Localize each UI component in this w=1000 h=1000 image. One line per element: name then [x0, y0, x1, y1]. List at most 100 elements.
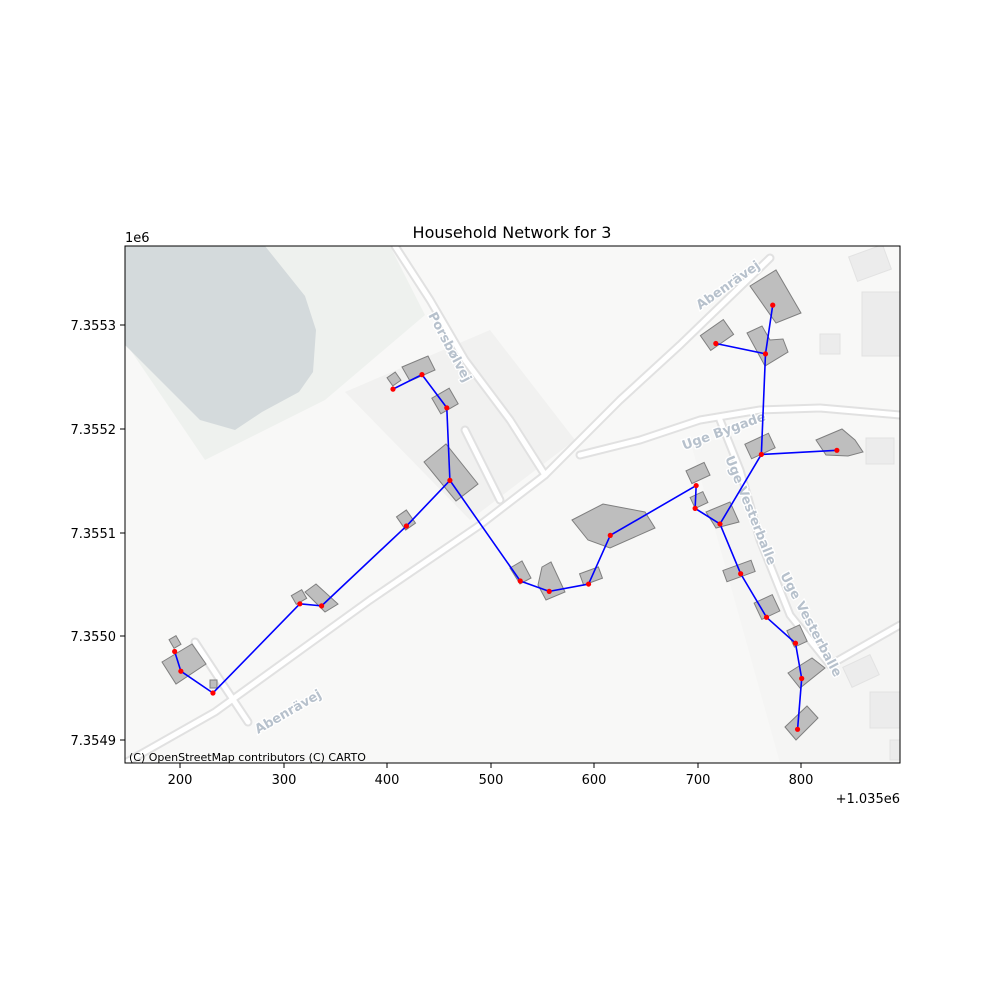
household-node — [713, 340, 719, 347]
network-edge — [764, 304, 774, 354]
x-tick-label: 400 — [375, 773, 400, 788]
building — [290, 588, 308, 606]
network-edge — [694, 507, 721, 525]
network-edge — [212, 603, 301, 694]
x-tick: 600 — [582, 763, 607, 788]
x-tick-label: 700 — [686, 773, 711, 788]
x-offset-label: +1.035e6 — [836, 792, 900, 807]
household-node — [178, 668, 184, 674]
household-node — [762, 351, 769, 357]
household-node — [447, 477, 453, 483]
x-tick: 200 — [168, 763, 193, 788]
land-area — [690, 440, 900, 763]
map-area: Porsbølvej Abenrävej Abenrävej Uge Bygad… — [125, 246, 900, 763]
network-edge — [519, 580, 550, 593]
building — [787, 657, 826, 689]
building — [401, 355, 436, 382]
building — [209, 679, 218, 689]
network-edge — [405, 479, 451, 527]
building — [578, 566, 604, 586]
household-node — [546, 588, 552, 594]
chart-title: Household Network for 3 — [413, 223, 612, 242]
basemap-buildings — [819, 246, 900, 761]
x-tick: 500 — [479, 763, 504, 788]
household-node — [419, 372, 425, 378]
x-tick: 700 — [686, 763, 711, 788]
y-tick-label: 7.3549 — [71, 734, 117, 749]
building — [161, 643, 207, 685]
household-node — [585, 581, 592, 587]
y-tick: 7.3552 — [71, 423, 125, 438]
household-node — [297, 601, 303, 607]
network-edges — [173, 304, 837, 730]
household-node — [717, 521, 723, 527]
network-edge — [299, 603, 322, 607]
network-edge — [694, 485, 697, 509]
network-edge — [449, 479, 521, 582]
household-node — [403, 523, 410, 529]
x-tick-label: 300 — [272, 773, 297, 788]
network-edge — [321, 525, 407, 607]
network-edge — [719, 523, 742, 575]
building — [753, 593, 781, 621]
building — [386, 371, 402, 387]
building — [705, 501, 740, 529]
y-tick-label: 7.3550 — [71, 630, 117, 645]
network-nodes — [172, 302, 840, 732]
y-tick-label: 7.3552 — [71, 423, 117, 438]
axes-frame — [124, 245, 901, 764]
building — [699, 318, 735, 352]
household-node — [390, 386, 396, 392]
household-node — [794, 726, 801, 732]
network-edge — [173, 651, 182, 672]
x-tick-label: 200 — [168, 773, 193, 788]
building — [423, 443, 479, 502]
household-node — [770, 302, 776, 308]
network-edge — [445, 407, 451, 481]
y-tick: 7.3551 — [71, 527, 125, 542]
x-tick: 400 — [375, 763, 400, 788]
y-tick-label: 7.3551 — [71, 527, 117, 542]
y-scale-label: 1e6 — [125, 231, 150, 246]
household-node — [758, 451, 764, 458]
network-edge — [719, 454, 763, 525]
household-node — [834, 447, 840, 453]
network-edge — [796, 678, 803, 730]
y-tick: 7.3550 — [71, 630, 125, 645]
y-tick-label: 7.3553 — [71, 319, 117, 334]
household-node — [799, 675, 805, 682]
network-edge — [587, 535, 612, 585]
building — [509, 560, 532, 585]
road-network — [125, 246, 900, 763]
network-edge — [549, 583, 589, 593]
building — [431, 387, 459, 415]
y-tick: 7.3549 — [71, 734, 125, 749]
network-edge — [761, 449, 837, 456]
x-tick-label: 500 — [479, 773, 504, 788]
x-tick: 300 — [272, 763, 297, 788]
household-node — [318, 603, 325, 609]
building — [749, 269, 802, 324]
network-edge — [609, 484, 697, 537]
network-edge — [392, 373, 423, 390]
x-tick-label: 600 — [582, 773, 607, 788]
household-node — [517, 578, 523, 584]
household-node — [172, 648, 178, 655]
household-node — [444, 405, 450, 411]
network-edge — [794, 643, 803, 679]
x-tick-label: 800 — [789, 773, 814, 788]
y-axis: 7.3549 7.3550 7.3551 7.3552 7.3553 1e6 — [71, 231, 150, 749]
building — [815, 428, 864, 457]
lake — [125, 246, 316, 430]
household-node — [210, 690, 216, 696]
network-edge — [180, 670, 214, 694]
network-edge — [739, 573, 768, 618]
household-node — [738, 571, 744, 577]
network-edge — [421, 374, 448, 409]
land-area — [345, 330, 575, 520]
network-edge — [765, 616, 797, 644]
y-tick: 7.3553 — [71, 319, 125, 334]
household-node — [792, 640, 799, 646]
household-node — [607, 532, 613, 538]
